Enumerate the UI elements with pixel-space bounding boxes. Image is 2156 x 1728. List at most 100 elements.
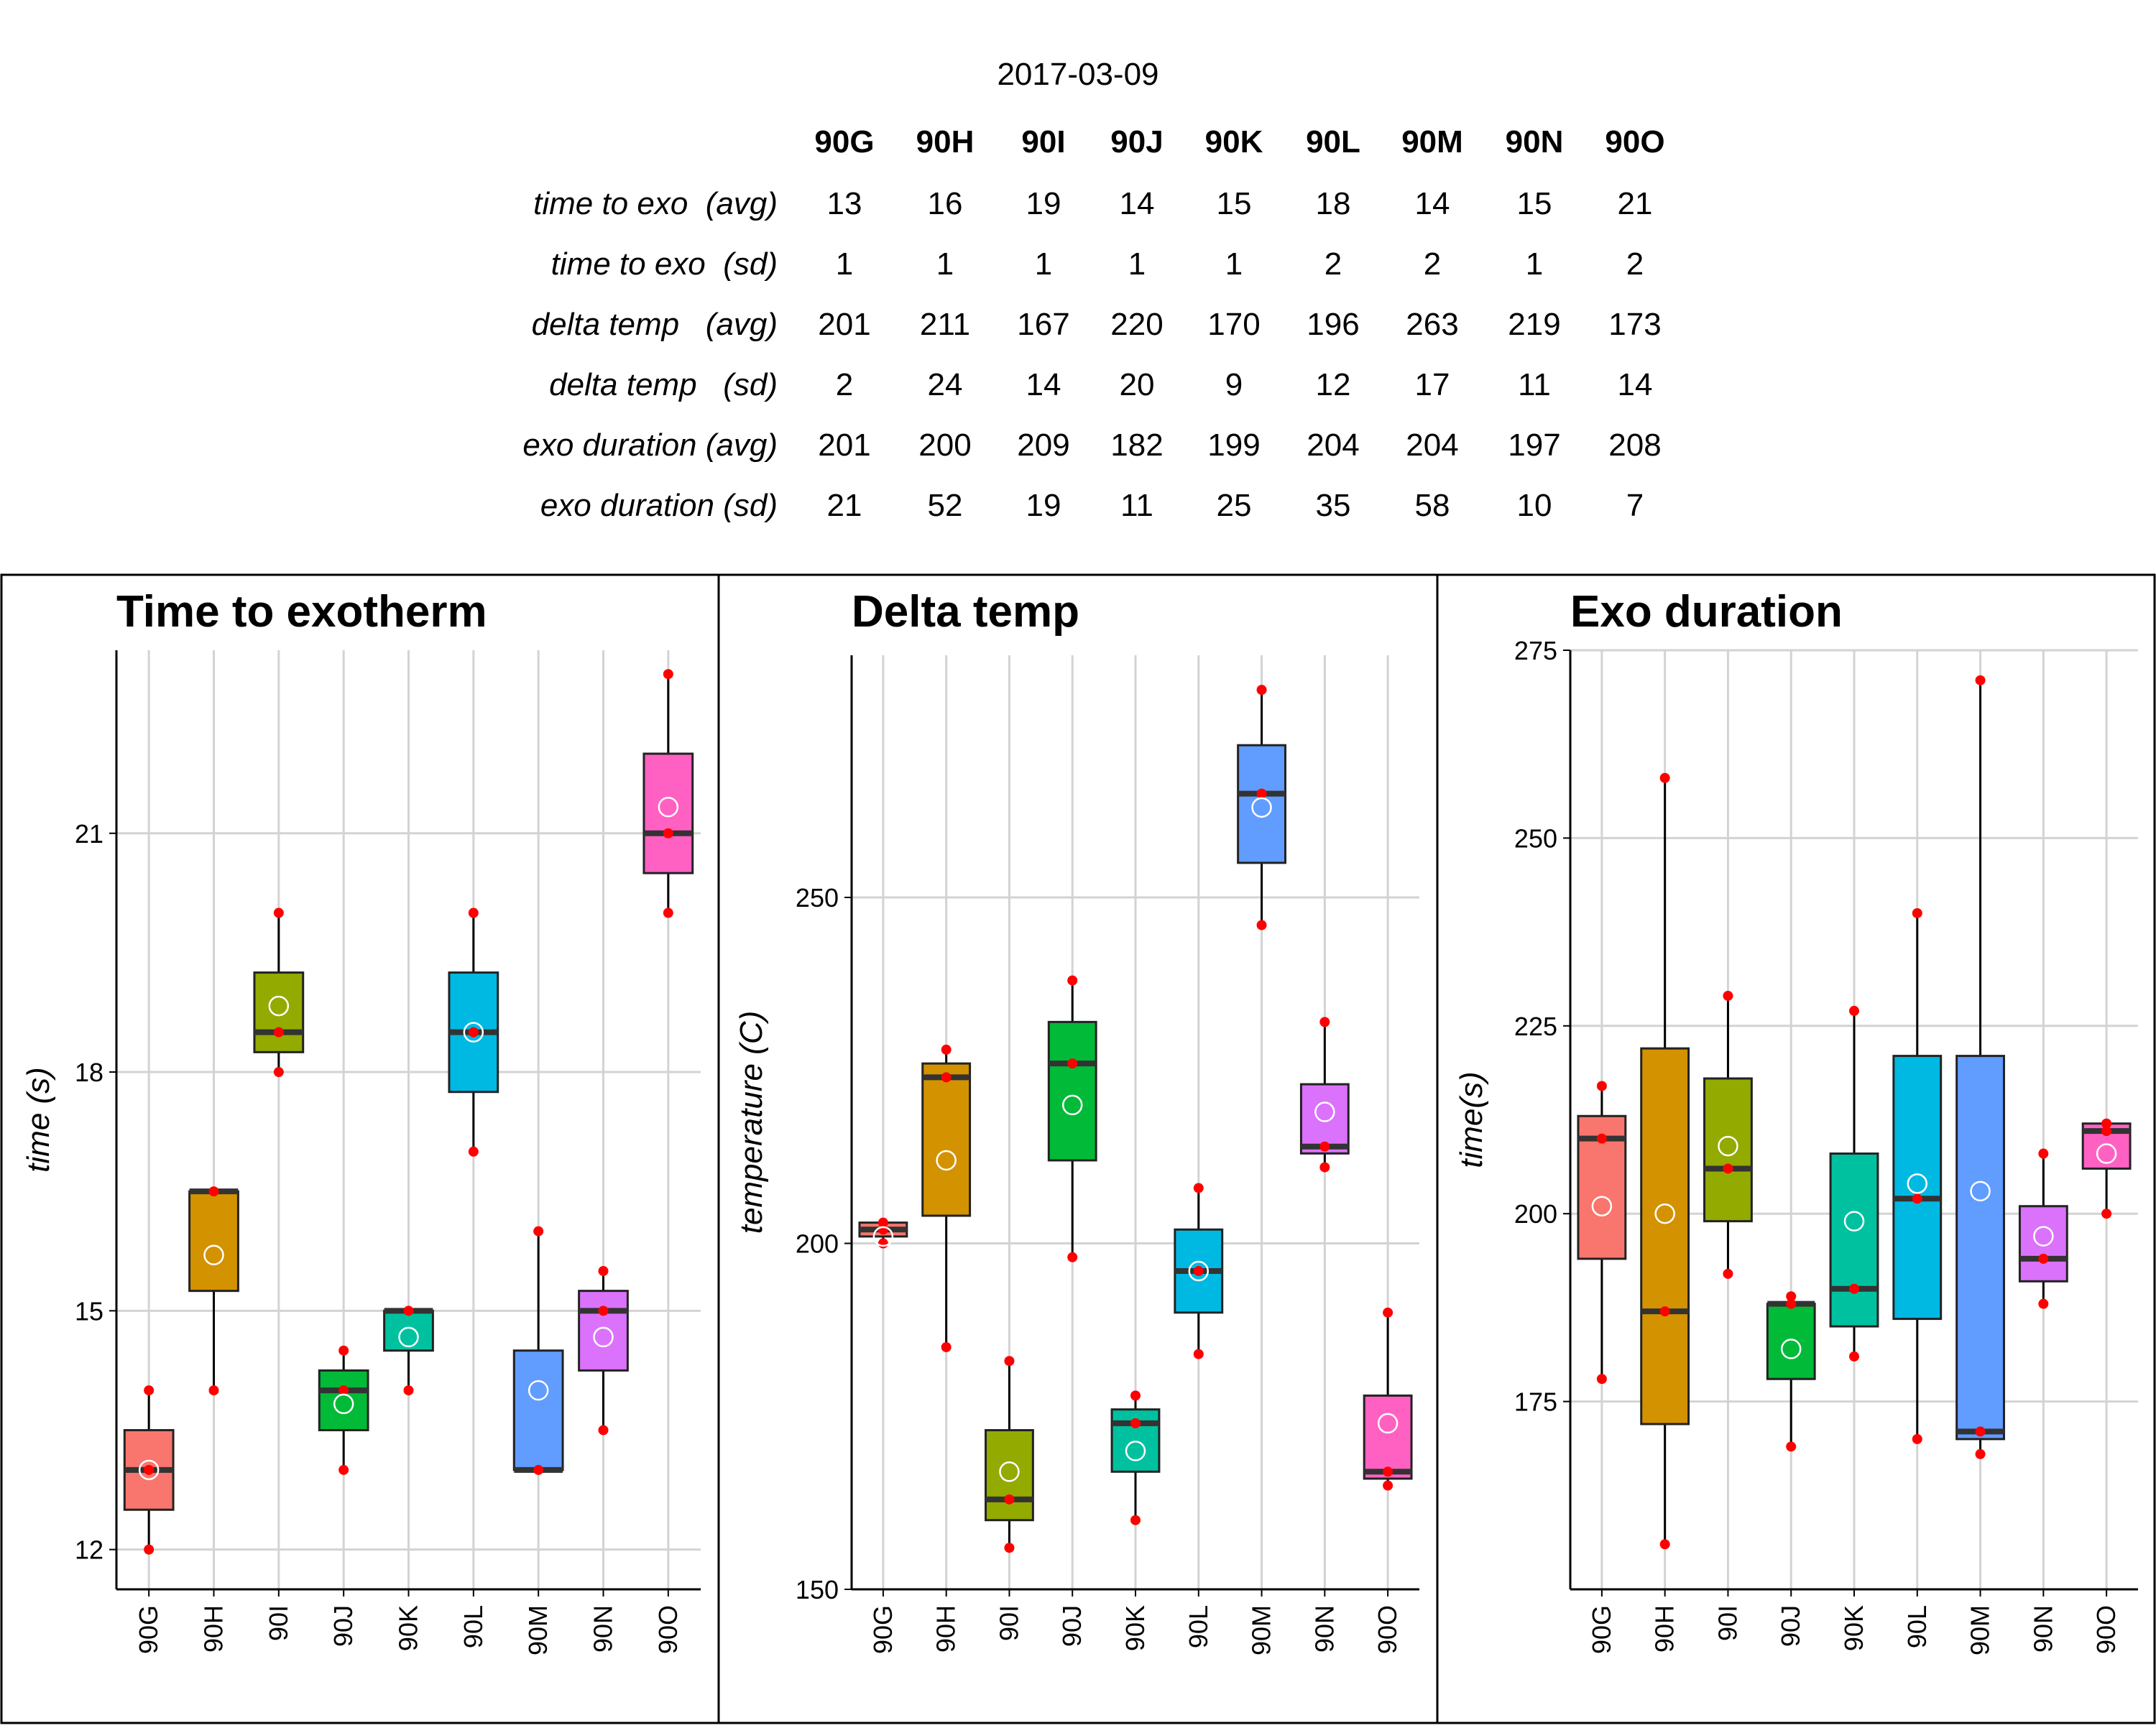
mean-marker [936,1150,957,1171]
data-point [1193,1349,1204,1359]
data-point [1659,772,1670,783]
table-cell: 15 [1517,186,1552,221]
data-point [338,1464,349,1475]
chart-panel-3: Exo duration 175 200 225 250 275 time(s) 90G 90H… [1454,587,2138,1655]
x-tick-label: 90G [134,1605,163,1654]
table-cell: 1 [836,246,853,282]
table-cell: 19 [1026,186,1061,221]
table-row-label: delta temp (avg) [532,307,778,342]
box-90H [1640,772,1690,1550]
table-cell: 17 [1415,367,1450,402]
box-90O [1363,1307,1413,1491]
table-cell: 200 [918,428,971,463]
data-point [941,1044,952,1055]
data-point [1912,907,1922,918]
table-cell: 209 [1017,428,1069,463]
data-point [1723,1163,1733,1174]
table-cell: 9 [1225,367,1243,402]
box-90G [123,1385,175,1555]
table-cell: 173 [1608,307,1661,342]
data-point [1659,1539,1670,1550]
x-tick-label: 90K [1120,1605,1150,1651]
table-cell: 25 [1217,488,1252,523]
x-tick-label: 90N [2028,1605,2058,1653]
table-cell: 2 [1325,246,1342,282]
table-cell: 196 [1307,307,1359,342]
data-point [1067,1252,1078,1262]
mean-marker [528,1380,549,1401]
table-cell: 2 [1626,246,1644,282]
data-point [598,1306,609,1316]
table-cell: 167 [1017,307,1069,342]
data-point [1849,1351,1859,1362]
data-point [2038,1298,2049,1309]
table-cell: 58 [1415,488,1450,523]
panels-frame [0,573,2156,1724]
x-tick-label: 90O [1373,1605,1402,1654]
box-body [2018,1205,2068,1283]
box-body [1363,1394,1413,1480]
mean-marker [1125,1441,1146,1461]
box-body [1766,1303,1816,1380]
data-point [1786,1441,1797,1452]
x-tick-label: 90N [589,1605,618,1653]
data-point [144,1385,155,1396]
table-row-label: time to exo (sd) [551,246,778,282]
data-point [1319,1162,1330,1173]
data-point [1723,1268,1733,1279]
y-tick-label: 150 [796,1575,839,1604]
table-date: 2017-03-09 [997,57,1158,92]
table-cell: 1 [1526,246,1543,282]
data-point [2101,1209,2112,1219]
box-90J [1047,975,1097,1262]
table-cell: 18 [1316,186,1351,221]
box-90K [383,1306,434,1396]
data-point [273,907,284,918]
mean-marker [333,1393,354,1415]
table-cell: 10 [1517,488,1552,523]
data-point [877,1217,888,1228]
table-cell: 199 [1207,428,1260,463]
data-point [1596,1133,1607,1144]
data-point [2101,1126,2112,1137]
mean-marker [1907,1173,1928,1194]
table-cell: 16 [928,186,963,221]
box-90M [1237,685,1286,930]
table-cell: 14 [1618,367,1653,402]
x-tick-label: 90G [868,1605,898,1654]
mean-marker [1843,1211,1865,1232]
data-point [1256,920,1267,930]
mean-marker [203,1244,224,1266]
box-body [578,1290,629,1372]
x-tick-label: 90K [394,1605,423,1651]
table-cell: 197 [1508,428,1560,463]
mean-marker [463,1022,484,1043]
table-row-label: exo duration (sd) [540,488,778,523]
chart-title: Time to exotherm [116,587,487,637]
box-90N [578,1265,629,1436]
data-point [1004,1494,1015,1505]
data-point [468,1027,479,1038]
x-tick-label: 90K [1839,1605,1869,1651]
mean-marker [1780,1339,1802,1359]
data-point [1383,1466,1393,1477]
data-point [1004,1356,1015,1367]
mean-marker [658,796,679,818]
table-cell: 204 [1307,428,1359,463]
x-tick-label: 90J [1057,1605,1087,1647]
x-tick-label: 90I [1713,1605,1742,1641]
data-point [1659,1306,1670,1317]
table-cell: 21 [1618,186,1653,221]
table-cell: 211 [920,307,970,342]
table-row-label: exo duration (avg) [522,428,778,463]
data-point [533,1226,544,1237]
x-tick-label: 90L [459,1605,488,1648]
table-column-header: 90H [916,124,975,160]
data-point [663,669,673,680]
x-tick-label: 90I [994,1605,1023,1641]
mean-marker [1970,1181,1991,1202]
table-cell: 20 [1120,367,1155,402]
mean-marker [1251,797,1272,818]
box-90L [448,907,499,1157]
